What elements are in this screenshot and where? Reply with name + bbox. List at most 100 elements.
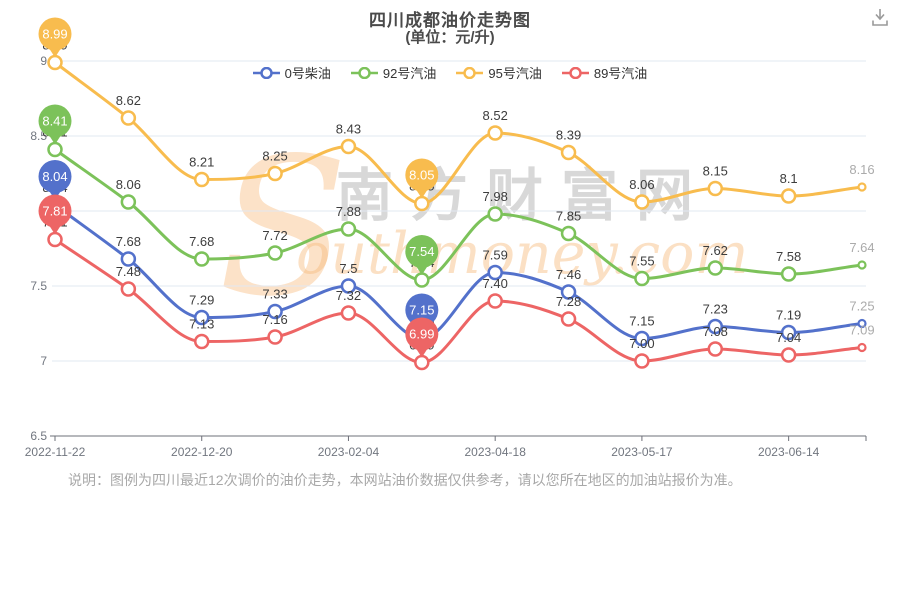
x-axis-label: 2022-12-20: [171, 445, 233, 459]
legend-marker: [252, 66, 280, 79]
pin-bulb: [405, 235, 439, 268]
data-label: 7.85: [556, 209, 581, 224]
plot-area: 98.587.576.52022-11-222022-12-202023-02-…: [25, 17, 875, 459]
data-point: [120, 110, 137, 126]
x-axis-label: 2023-04-18: [464, 445, 526, 459]
pin-bulb: [38, 104, 72, 138]
data-point: [707, 318, 724, 335]
data-point: [634, 353, 650, 369]
data-point: [267, 245, 283, 261]
pin-bulb: [38, 160, 72, 193]
data-label: 7.25: [849, 299, 874, 314]
pin-value: 8.04: [42, 169, 67, 184]
data-label: 8.1: [780, 171, 798, 186]
series-95号汽油: [47, 54, 867, 212]
data-point: [47, 54, 63, 71]
pin-bulb: [405, 317, 439, 351]
y-axis-label: 7.5: [30, 279, 47, 293]
save-as-image-button[interactable]: [868, 6, 892, 30]
data-label: 8.43: [336, 122, 361, 137]
data-label: 7.48: [116, 264, 141, 279]
pin-value: 7.15: [409, 303, 434, 318]
legend-item-92号汽油[interactable]: 92号汽油: [350, 63, 437, 82]
pin-bulb: [405, 293, 439, 327]
data-point: [340, 221, 357, 237]
data-label: 7.33: [262, 287, 287, 302]
data-point: [780, 347, 797, 363]
data-point: [780, 266, 797, 282]
pin-bulb: [38, 194, 72, 228]
data-point: [47, 141, 63, 158]
pin-value: 7.81: [42, 204, 67, 219]
data-label: 7.62: [703, 243, 728, 258]
data-point: [487, 293, 503, 309]
legend-label: 92号汽油: [382, 66, 437, 81]
y-axis-label: 6.5: [30, 429, 47, 443]
data-label: 7.09: [849, 323, 874, 338]
data-label: 7.15: [629, 314, 654, 329]
data-point: [560, 284, 577, 300]
x-axis-label: 2022-11-22: [25, 445, 86, 459]
data-point: [857, 318, 867, 329]
data-label: 7.58: [776, 249, 801, 264]
y-axis-label: 8.5: [30, 129, 47, 143]
data-point: [487, 206, 503, 222]
legend-item-95号汽油[interactable]: 95号汽油: [456, 63, 542, 82]
y-axis-label: 9: [40, 54, 47, 68]
data-label: 8.06: [116, 177, 141, 192]
data-point: [193, 333, 210, 350]
data-point: [340, 305, 357, 321]
data-label: 7.46: [556, 267, 581, 282]
x-axis-label: 2023-05-17: [611, 445, 673, 459]
data-point: [414, 195, 430, 212]
data-point: [267, 165, 283, 182]
data-label: 7.68: [116, 234, 141, 249]
data-label: 7.59: [483, 248, 508, 263]
data-label: 8.39: [556, 128, 581, 143]
data-point: [487, 264, 503, 281]
data-label: 8.06: [629, 177, 654, 192]
legend-marker: [456, 66, 484, 79]
data-point: [707, 180, 724, 197]
data-point: [120, 251, 137, 267]
chart-title: 四川成都油价走势图: [369, 11, 531, 30]
markpoint-pin-95号汽油: 8.99: [38, 17, 72, 58]
data-label: 7.13: [189, 317, 214, 332]
data-label: 7.19: [776, 308, 801, 323]
data-label: 7.00: [629, 336, 654, 351]
data-label: 7.88: [336, 204, 361, 219]
markpoint-pin-89号汽油: 7.81: [38, 194, 72, 235]
x-axis-label: 2023-06-14: [758, 445, 820, 459]
pin-bulb: [38, 17, 72, 51]
data-point: [120, 194, 137, 210]
markpoint-pin-92号汽油: 8.41: [38, 104, 72, 145]
markpoint-pin-0号柴油: 8.04: [38, 160, 72, 200]
data-label: 7.55: [629, 254, 654, 269]
data-label: 7.72: [262, 228, 287, 243]
data-point: [267, 329, 283, 345]
data-point: [340, 278, 357, 294]
data-point: [780, 188, 797, 204]
data-point: [414, 354, 430, 371]
series-0号柴油: [47, 197, 867, 347]
data-point: [707, 341, 724, 357]
pin-value: 6.99: [409, 327, 434, 342]
legend-item-0号柴油[interactable]: 0号柴油: [252, 63, 331, 82]
pin-value: 7.54: [409, 244, 434, 259]
data-point: [414, 272, 430, 288]
legend-marker: [561, 66, 589, 79]
data-label: 7.32: [336, 288, 361, 303]
x-axis-label: 2023-02-04: [318, 445, 380, 459]
data-point: [634, 330, 650, 347]
data-label: 7.28: [556, 294, 581, 309]
data-label: 7.68: [189, 234, 214, 249]
legend-item-89号汽油[interactable]: 89号汽油: [561, 63, 648, 82]
data-point: [47, 231, 63, 248]
pin-value: 8.05: [409, 168, 434, 183]
legend-label: 89号汽油: [593, 66, 648, 81]
markpoint-pin-95号汽油: 8.05: [405, 158, 439, 199]
data-point: [857, 182, 867, 192]
series-89号汽油: [47, 231, 867, 371]
data-label: 8.62: [116, 93, 141, 108]
